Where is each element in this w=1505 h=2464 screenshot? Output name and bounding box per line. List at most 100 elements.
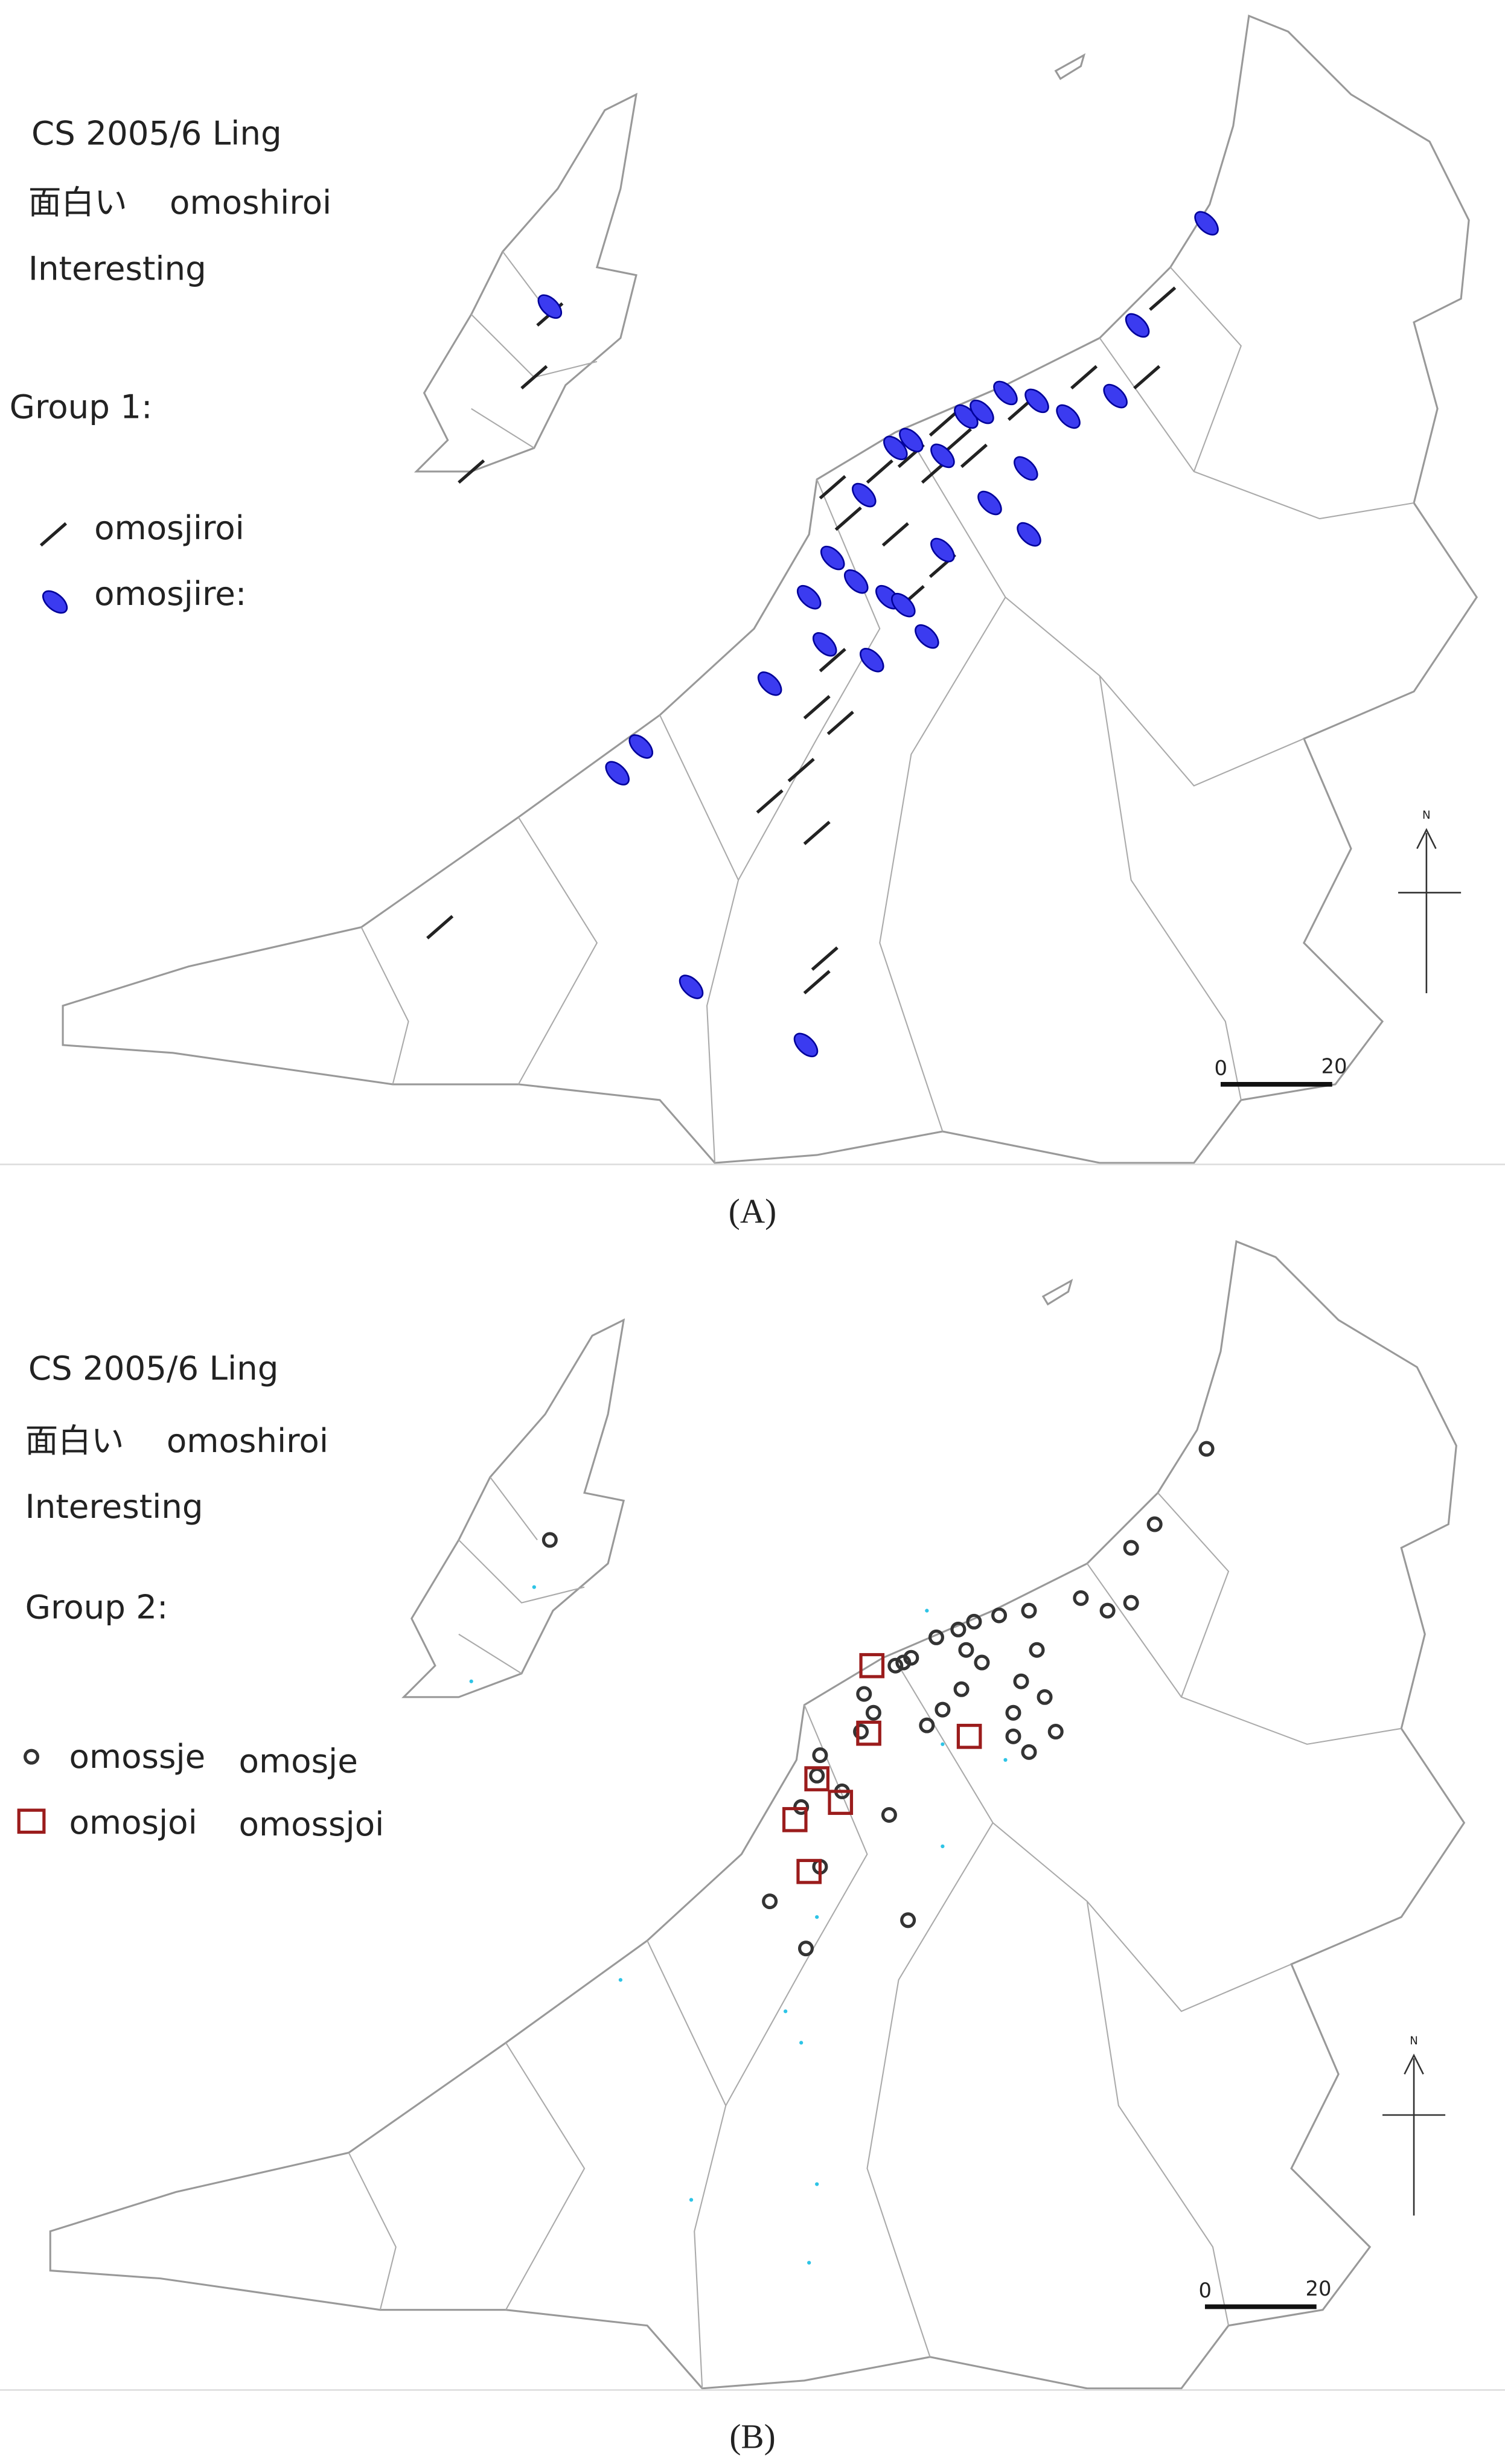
slash-symbol <box>803 821 831 845</box>
group-label: Group 1: <box>10 388 153 426</box>
slash-symbol <box>1070 365 1098 390</box>
circle-symbol <box>1146 1516 1163 1532</box>
slash-symbol <box>458 459 485 484</box>
ellipse-symbol <box>844 569 869 594</box>
legend-symbol <box>39 522 68 547</box>
north-arrow <box>1416 828 1437 850</box>
circle-symbol <box>1005 1728 1021 1744</box>
circle-symbol <box>966 1613 982 1630</box>
ellipse-symbol <box>796 584 822 610</box>
square-symbol <box>856 1720 881 1746</box>
scale-start: 0 <box>1199 2279 1212 2302</box>
survey-dot <box>469 1679 473 1683</box>
caption: (B) <box>729 2418 775 2456</box>
circle-symbol <box>881 1806 897 1823</box>
ellipse-symbol <box>970 399 994 424</box>
square-symbol <box>956 1724 982 1749</box>
survey-dot <box>532 1585 536 1589</box>
ellipse-symbol <box>628 734 653 759</box>
legend-symbol <box>17 1808 46 1834</box>
slash-symbol <box>1133 365 1161 390</box>
scale-end: 20 <box>1321 1055 1347 1078</box>
circle-symbol <box>935 1701 951 1718</box>
circle-symbol <box>887 1657 904 1674</box>
word-romaji: omoshiroi <box>170 183 331 222</box>
slash-symbol <box>881 522 909 547</box>
survey-dot <box>784 2009 788 2014</box>
circle-symbol <box>958 1642 974 1658</box>
slash-symbol <box>811 946 839 971</box>
circle-symbol <box>1029 1642 1045 1658</box>
circle-symbol <box>895 1654 912 1671</box>
survey-dot <box>618 1978 623 1982</box>
circle-symbol <box>762 1893 778 1910</box>
circle-symbol <box>991 1607 1008 1624</box>
ellipse-symbol <box>757 671 782 696</box>
word-kanji: 面白い <box>25 1421 124 1460</box>
circle-symbol <box>1123 1540 1139 1556</box>
legend-symbol <box>24 1749 40 1765</box>
group-label: Group 2: <box>25 1588 168 1627</box>
slash-symbol <box>960 443 988 469</box>
ellipse-symbol <box>1024 388 1049 414</box>
square-symbol <box>804 1766 830 1791</box>
circle-symbol <box>1047 1724 1064 1740</box>
circle-symbol <box>1021 1744 1037 1760</box>
circle-symbol <box>950 1621 967 1637</box>
ellipse-symbol <box>812 632 837 657</box>
scale-end: 20 <box>1306 2277 1332 2300</box>
panel: CS 2005/6 Ling 面白い omoshiroi Interesting… <box>0 1240 1505 2456</box>
survey-dot <box>1003 1758 1008 1762</box>
ellipse-symbol <box>1103 383 1128 409</box>
circle-symbol <box>1099 1602 1116 1619</box>
ellipse-symbol <box>993 380 1018 406</box>
circle-symbol <box>953 1681 970 1697</box>
circle-symbol <box>1037 1689 1053 1705</box>
legend-label: omossjoi <box>239 1805 385 1843</box>
slash-symbol <box>819 475 846 500</box>
circle-symbol <box>1073 1590 1089 1606</box>
slash-symbol <box>756 789 784 814</box>
ellipse-symbol <box>605 761 630 786</box>
ellipse-symbol <box>1017 522 1041 547</box>
ellipse-symbol <box>679 974 704 999</box>
slash-symbol <box>426 915 454 939</box>
survey-dot <box>925 1608 929 1613</box>
ellipse-symbol <box>899 427 924 453</box>
circle-symbol <box>865 1704 881 1721</box>
circle-symbol <box>1198 1441 1215 1457</box>
slash-symbol <box>803 695 831 720</box>
circle-symbol <box>856 1686 872 1702</box>
north-arrow <box>1404 2053 1424 2075</box>
circle-symbol <box>928 1629 944 1645</box>
survey-dot <box>815 1915 819 1919</box>
symbols <box>469 1441 1215 2265</box>
slash-symbol <box>520 365 548 390</box>
title: CS 2005/6 Ling <box>28 1349 279 1387</box>
gloss: Interesting <box>25 1487 203 1526</box>
circle-symbol <box>542 1532 558 1548</box>
ellipse-symbol <box>915 624 939 649</box>
legend-label: omossje <box>69 1737 206 1776</box>
slash-symbol <box>834 506 862 531</box>
ellipse-symbol <box>1014 456 1038 481</box>
circle-symbol <box>900 1912 916 1928</box>
square-symbol <box>782 1806 808 1832</box>
legend-label: omosje <box>239 1742 358 1781</box>
slash-symbol <box>819 648 846 673</box>
ellipse-symbol <box>793 1032 819 1058</box>
ellipse-symbol <box>537 294 563 319</box>
title: CS 2005/6 Ling <box>31 114 282 153</box>
survey-dot <box>815 2182 819 2186</box>
slash-symbol <box>1149 286 1177 311</box>
slash-symbol <box>866 459 893 484</box>
ellipse-symbol <box>930 537 955 563</box>
circle-symbol <box>853 1724 869 1740</box>
ellipse-symbol <box>860 648 884 673</box>
square-symbol <box>796 1858 822 1884</box>
ellipse-symbol <box>852 482 877 508</box>
slash-symbol <box>803 970 831 994</box>
circle-symbol <box>812 1747 828 1764</box>
circle-symbol <box>1013 1673 1029 1689</box>
